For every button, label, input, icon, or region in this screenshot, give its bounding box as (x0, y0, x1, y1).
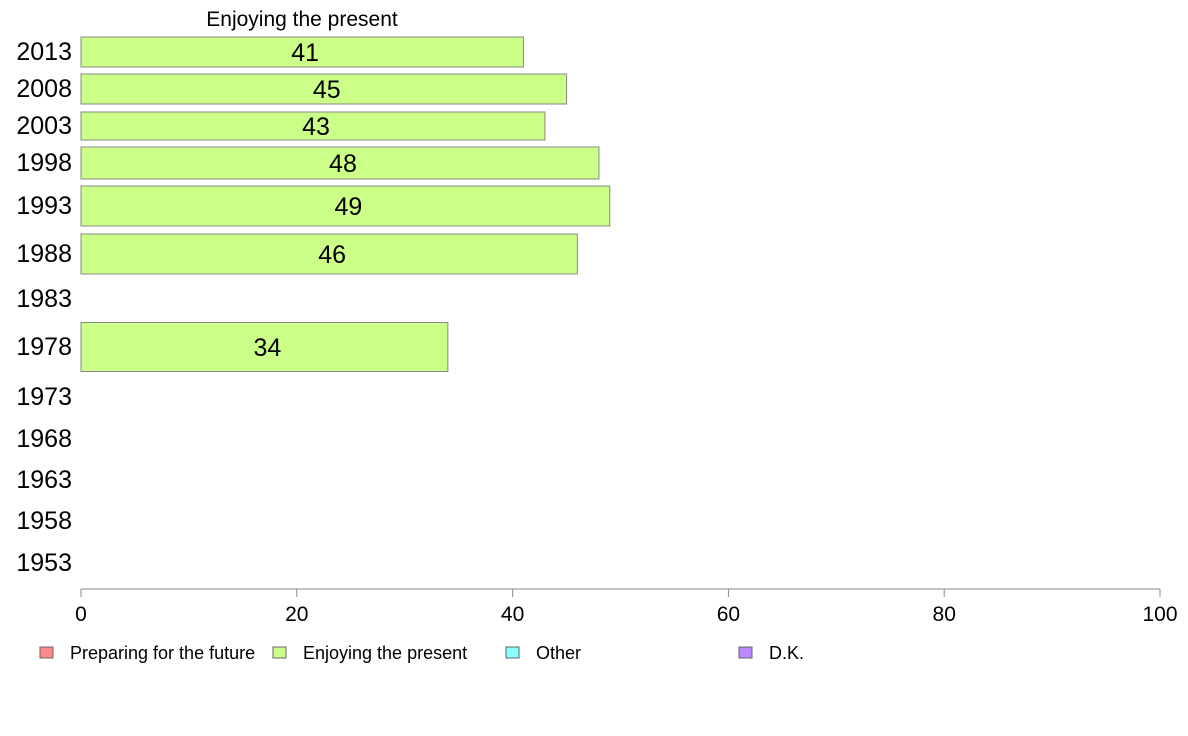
year-label: 1998 (16, 149, 72, 177)
x-tick-label: 40 (501, 603, 524, 626)
x-tick-label: 80 (933, 603, 956, 626)
legend-label: Preparing for the future (70, 643, 255, 663)
bar-value-label: 49 (334, 193, 362, 221)
year-label: 1983 (16, 285, 72, 313)
bar-value-label: 43 (302, 113, 330, 141)
bar (80, 36, 524, 68)
year-label: 1958 (16, 507, 72, 535)
legend-swatch (272, 646, 287, 659)
bar (80, 233, 578, 275)
x-tick-label: 20 (285, 603, 308, 626)
bar-value-label: 46 (318, 241, 346, 269)
x-tick-label: 0 (75, 603, 87, 626)
legend-label: Enjoying the present (303, 643, 467, 663)
year-label: 1963 (16, 466, 72, 494)
bar-value-label: 48 (329, 150, 357, 178)
legend: Preparing for the future Enjoying the pre… (39, 643, 804, 663)
x-tick-label: 100 (1142, 603, 1177, 626)
bar (80, 73, 568, 105)
year-label: 2008 (16, 75, 72, 103)
bar (80, 146, 600, 180)
legend-swatch (738, 646, 753, 659)
bar (80, 111, 546, 141)
panel-title: Enjoying the present (206, 8, 398, 31)
year-label: 1968 (16, 425, 72, 453)
bar-value-label: 45 (313, 76, 341, 104)
bar (80, 322, 449, 372)
year-label: 1993 (16, 192, 72, 220)
x-tick-label: 60 (717, 603, 740, 626)
legend-label: Other (536, 643, 581, 663)
legend-swatch (505, 646, 520, 659)
bar-value-label: 41 (291, 39, 319, 67)
bar (80, 185, 611, 227)
legend-label: D.K. (769, 643, 804, 663)
year-label: 2003 (16, 112, 72, 140)
legend-swatch (39, 646, 54, 659)
year-label: 1973 (16, 383, 72, 411)
x-axis: 0 20 40 60 80 100 (75, 589, 1178, 626)
year-label: 2013 (16, 38, 72, 66)
year-label: 1953 (16, 549, 72, 577)
bar-value-label: 34 (254, 334, 282, 362)
chart-rows: 2013 41 2008 45 2003 43 1998 48 1993 49 1988 46 1983… (16, 36, 611, 577)
year-label: 1988 (16, 240, 72, 268)
year-label: 1978 (16, 333, 72, 361)
